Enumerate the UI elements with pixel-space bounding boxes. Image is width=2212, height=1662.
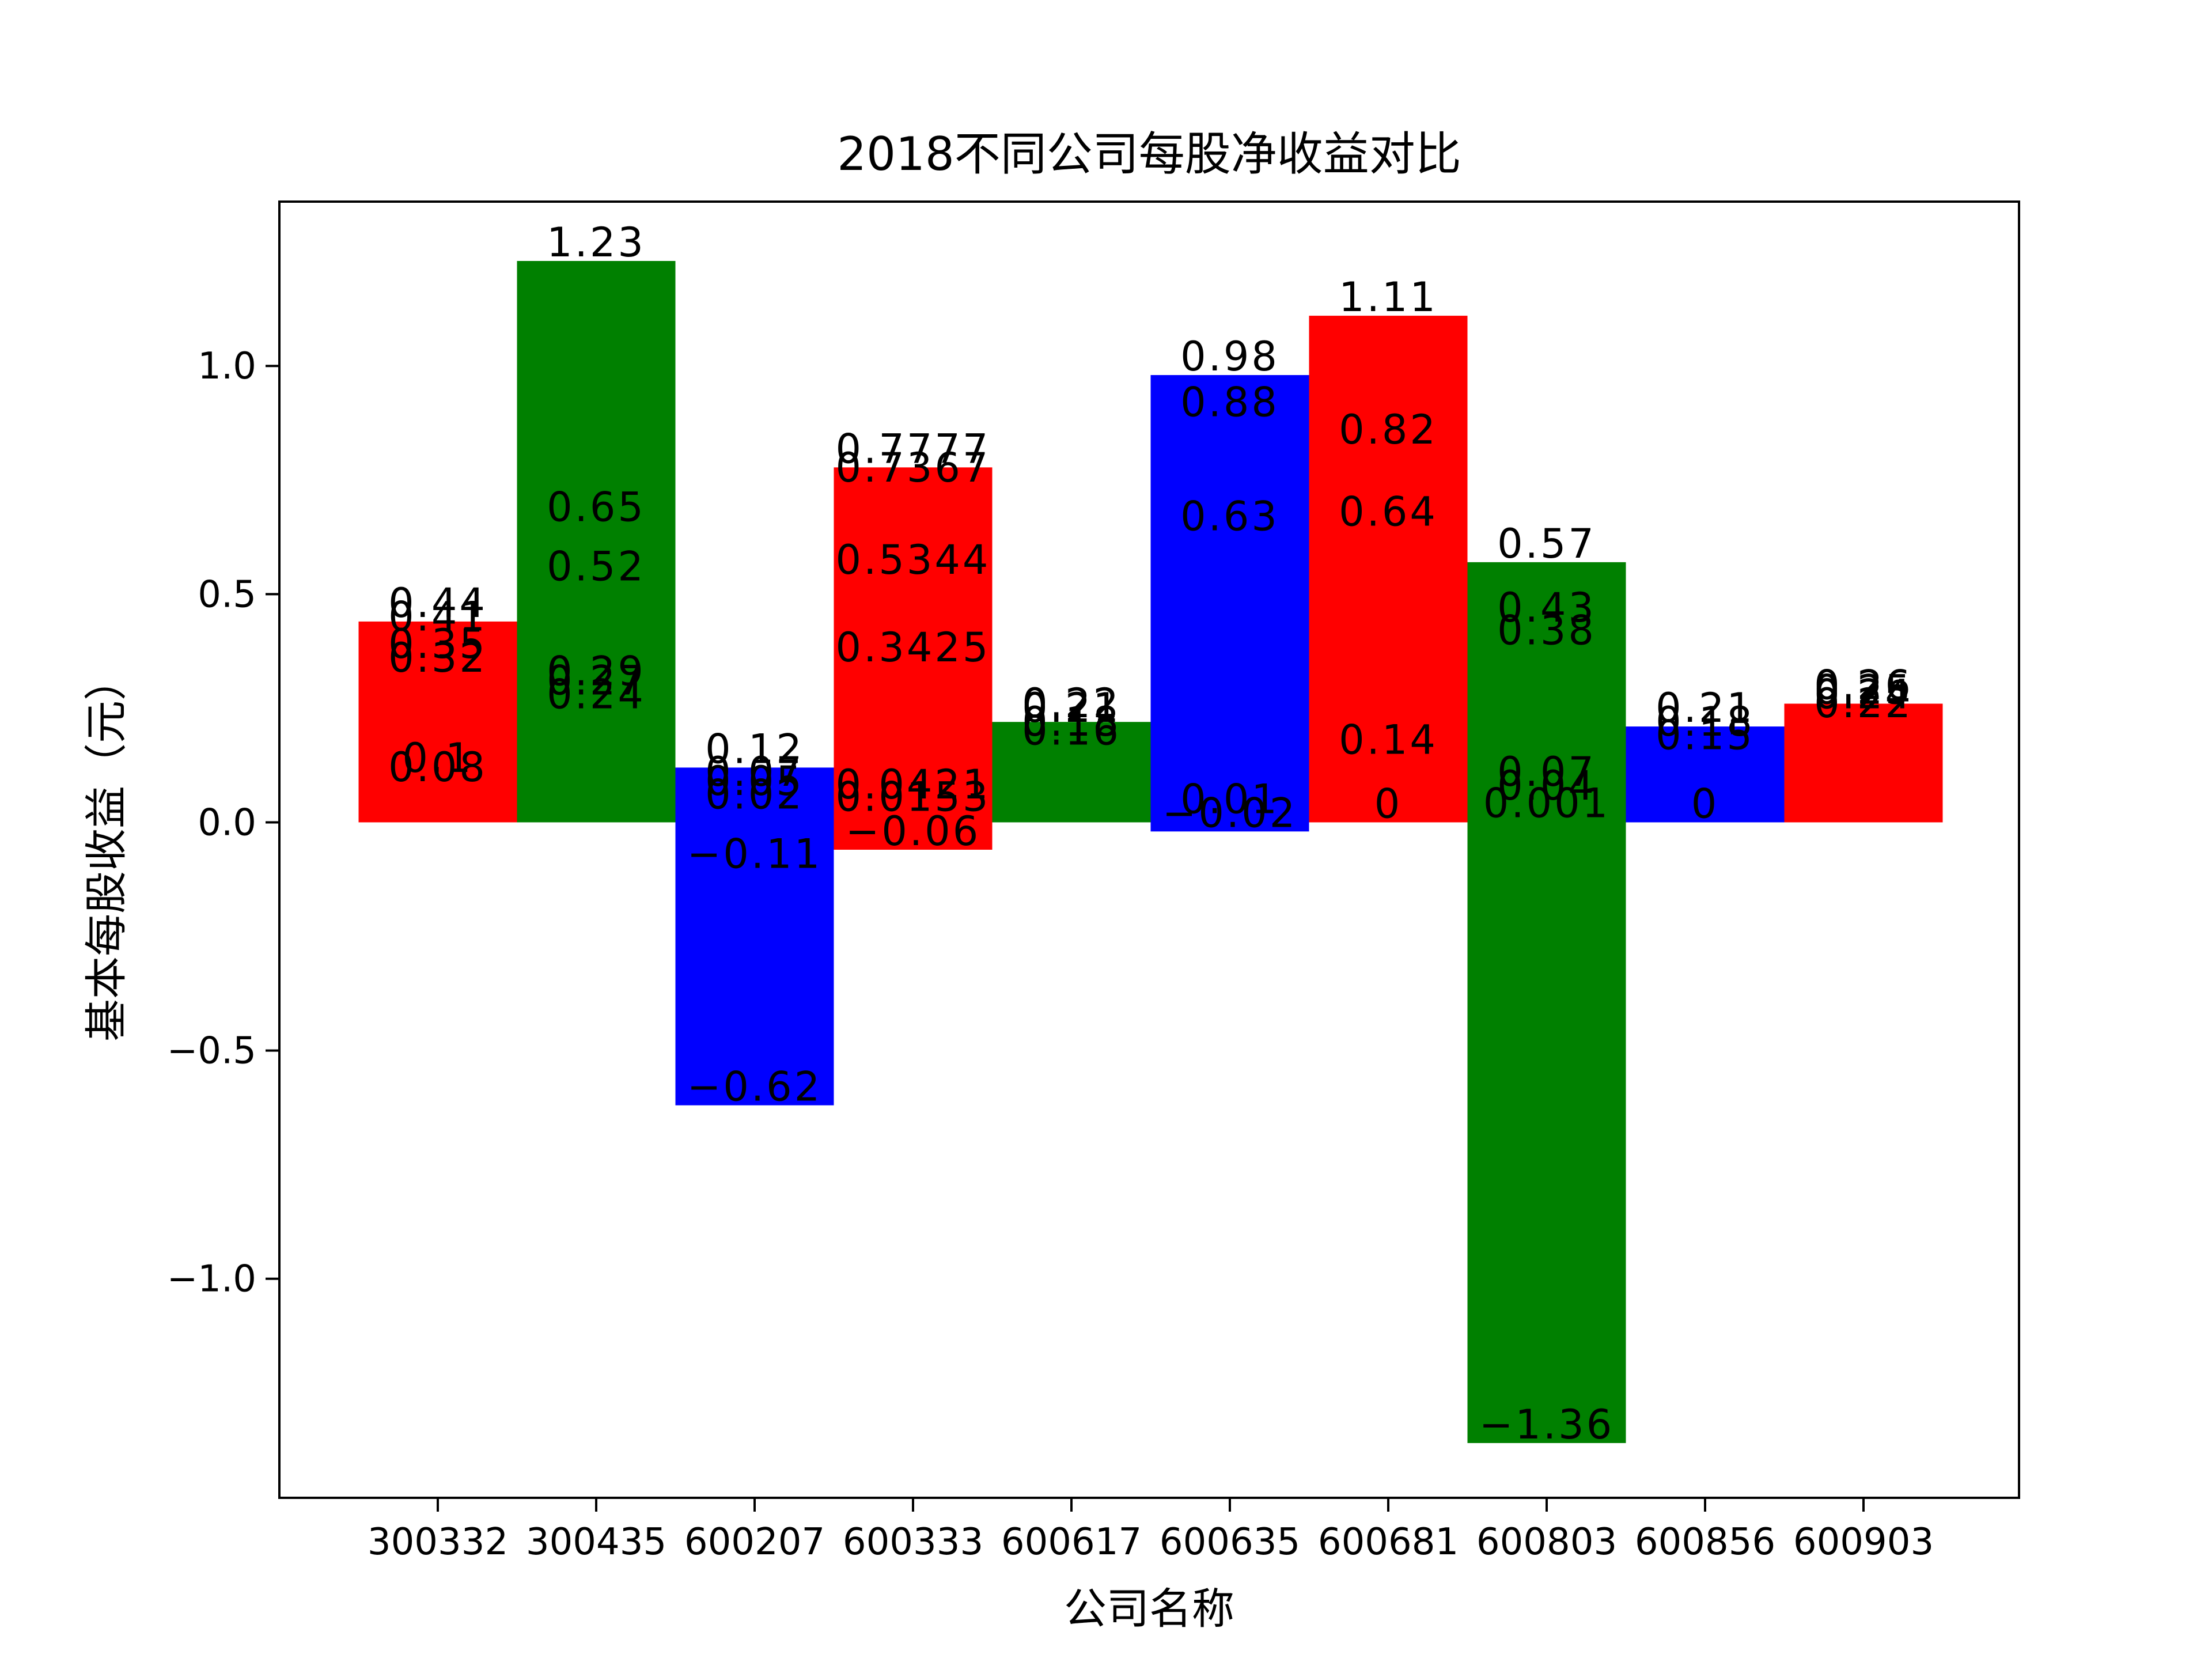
x-tick-label: 600856 bbox=[1635, 1521, 1775, 1563]
y-tick-label: −1.0 bbox=[167, 1258, 256, 1301]
plot-frame bbox=[278, 200, 2020, 1499]
data-label: 0.08 bbox=[388, 744, 487, 791]
x-tick-label: 600903 bbox=[1793, 1521, 1934, 1563]
data-label: 0.0153 bbox=[836, 773, 991, 820]
data-label: 0.18 bbox=[1022, 698, 1121, 745]
x-tick-label: 600635 bbox=[1160, 1521, 1300, 1563]
data-label: 0.25 bbox=[1814, 666, 1913, 713]
data-label: −0.11 bbox=[687, 831, 823, 878]
data-label: 0.41 bbox=[388, 593, 487, 641]
bar-600207 bbox=[675, 767, 834, 1106]
data-label: 0.38 bbox=[1497, 607, 1596, 654]
data-label: 0.3425 bbox=[836, 624, 991, 671]
data-label: 0.18 bbox=[1656, 698, 1755, 745]
x-tick-label: 600207 bbox=[684, 1521, 825, 1563]
data-label: 0.35 bbox=[388, 620, 487, 668]
y-axis: −1.0 −0.5 0.0 0.5 1.0 bbox=[167, 345, 279, 1301]
x-tick-label: 600803 bbox=[1476, 1521, 1617, 1563]
data-label: 0.0421 bbox=[836, 761, 991, 808]
data-label: 0.44 bbox=[388, 580, 487, 627]
data-label: 0.14 bbox=[1339, 717, 1438, 764]
data-label: 0.16 bbox=[1022, 707, 1121, 755]
data-label: 0.21 bbox=[1022, 684, 1121, 732]
data-label: −0.02 bbox=[1162, 789, 1298, 836]
data-label: 0.07 bbox=[1497, 748, 1596, 796]
bars-layer bbox=[358, 260, 1943, 1443]
data-label: 0.12 bbox=[705, 725, 804, 773]
y-tick-label: 1.0 bbox=[198, 345, 256, 388]
data-label: −0.06 bbox=[846, 808, 981, 855]
y-tick-label: −0.5 bbox=[167, 1030, 256, 1073]
data-label: 0.65 bbox=[547, 484, 646, 531]
x-axis-label: 公司名称 bbox=[1064, 1584, 1234, 1634]
data-label: 0.7777 bbox=[836, 425, 991, 472]
data-label: 0.27 bbox=[547, 657, 646, 705]
data-label: 0.01 bbox=[1180, 776, 1279, 823]
data-label: 0.22 bbox=[1814, 680, 1913, 727]
bar-300332 bbox=[358, 621, 517, 823]
bar-600333 bbox=[834, 467, 993, 850]
data-label: 0.57 bbox=[1497, 520, 1596, 567]
bar-600635 bbox=[1150, 375, 1309, 832]
data-label: −1.36 bbox=[1479, 1401, 1615, 1448]
bar-600903 bbox=[1784, 703, 1943, 823]
x-tick-label: 600617 bbox=[1001, 1521, 1142, 1563]
data-label: 0.5344 bbox=[836, 536, 991, 584]
data-label: 0.001 bbox=[1483, 780, 1610, 827]
data-label: 0.05 bbox=[705, 758, 804, 805]
data-label: 0.29 bbox=[547, 648, 646, 695]
bar-600856 bbox=[1626, 726, 1785, 823]
data-label: 0.04 bbox=[1497, 762, 1596, 809]
data-label: 0.26 bbox=[1814, 661, 1913, 709]
x-tick-label: 300332 bbox=[368, 1521, 508, 1563]
data-label: 0 bbox=[1374, 780, 1403, 827]
data-label: 0.7367 bbox=[836, 444, 991, 491]
data-label: 0.82 bbox=[1339, 406, 1438, 453]
x-tick-label: 600681 bbox=[1318, 1521, 1459, 1563]
bar-600681 bbox=[1309, 316, 1468, 823]
x-axis: 300332 300435 600207 600333 600617 600635 6006… bbox=[368, 1498, 1934, 1563]
data-label: 0.43 bbox=[1497, 584, 1596, 631]
bar-300435 bbox=[517, 260, 676, 823]
data-label: 0.1 bbox=[402, 735, 473, 782]
data-labels-layer: 0.440.410.350.320.10.081.230.650.520.290… bbox=[388, 219, 1913, 1448]
chart-title: 2018不同公司每股净收益对比 bbox=[837, 127, 1461, 181]
data-label: 1.11 bbox=[1339, 274, 1438, 321]
y-tick-label: 0.5 bbox=[198, 573, 256, 616]
data-label: 0.02 bbox=[705, 771, 804, 819]
data-label: 0.88 bbox=[1180, 378, 1279, 426]
bar-600617 bbox=[992, 722, 1151, 823]
data-label: 0.22 bbox=[1022, 680, 1121, 727]
x-tick-label: 600333 bbox=[843, 1521, 983, 1563]
data-label: 0.07 bbox=[705, 748, 804, 796]
data-label: 0.52 bbox=[547, 543, 646, 590]
data-label: 0 bbox=[1691, 780, 1719, 827]
data-label: 0.15 bbox=[1656, 712, 1755, 759]
data-label: 0.24 bbox=[1814, 671, 1913, 718]
y-tick-label: 0.0 bbox=[198, 801, 256, 844]
data-label: 0.98 bbox=[1180, 333, 1279, 380]
data-label: −0.62 bbox=[687, 1063, 823, 1111]
bar-600803 bbox=[1467, 562, 1626, 1443]
data-label: 0.63 bbox=[1180, 493, 1279, 540]
x-tick-label: 300435 bbox=[526, 1521, 666, 1563]
data-label: 1.23 bbox=[547, 219, 646, 266]
data-label: 0.24 bbox=[547, 671, 646, 718]
data-label: 0.32 bbox=[388, 634, 487, 682]
y-axis-label: 基本每股收益（元） bbox=[82, 658, 131, 1042]
data-label: 0.64 bbox=[1339, 488, 1438, 535]
data-label: 0.21 bbox=[1656, 684, 1755, 732]
